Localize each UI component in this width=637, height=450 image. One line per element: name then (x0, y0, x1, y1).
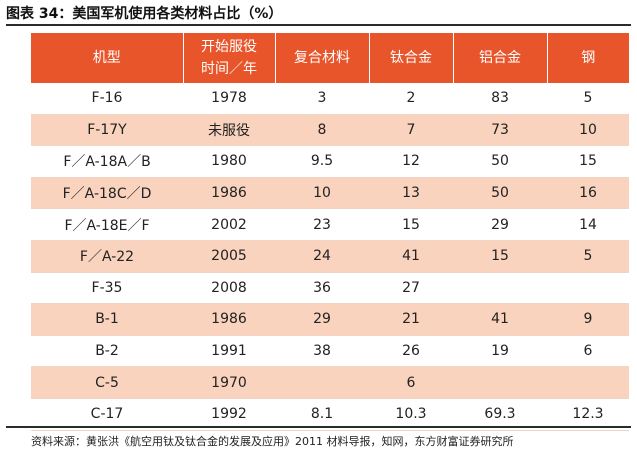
table-cell (453, 272, 547, 305)
table-cell: 1986 (183, 303, 275, 336)
table-row: F-16 1978 3 2 83 5 (31, 83, 629, 115)
table-cell: F-17Y (31, 114, 183, 147)
table-cell: 1992 (183, 398, 275, 431)
table-cell: B-1 (31, 303, 183, 336)
bottom-rule (6, 426, 631, 428)
figure-title: 图表 34：美国军机使用各类材料占比（%） (6, 6, 283, 22)
table-cell: F／A-18E／F (31, 208, 183, 241)
table-row: B-2 1991 38 26 19 6 (31, 335, 629, 368)
table-cell: 16 (547, 177, 629, 210)
table-cell: 8 (275, 114, 369, 147)
table-cell (547, 272, 629, 305)
table-cell: 15 (369, 208, 453, 241)
table-cell (275, 366, 369, 399)
table-cell: 50 (453, 177, 547, 210)
table-cell: 1980 (183, 145, 275, 178)
table-cell (547, 366, 629, 399)
table-cell: 41 (453, 303, 547, 336)
table-cell: 1970 (183, 366, 275, 399)
table-cell: 36 (275, 272, 369, 305)
table-cell: 2005 (183, 240, 275, 273)
table-cell: B-2 (31, 335, 183, 368)
table-cell: 1986 (183, 177, 275, 210)
table-cell: 14 (547, 208, 629, 241)
table-row: F-17Y 未服役 8 7 73 10 (31, 114, 629, 147)
column-header: 钛合金 (369, 33, 454, 83)
source-note: 资料来源：黄张洪《航空用钛及钛合金的发展及应用》2011 材料导报，知网，东方财… (31, 435, 514, 448)
table-body: F-16 1978 3 2 83 5 F-17Y 未服役 8 7 73 10 F／A-18A／B 1980… (31, 83, 629, 431)
table-cell: 21 (369, 303, 453, 336)
table-cell: 15 (453, 240, 547, 273)
table-row: F／A-18C／D 1986 10 13 50 16 (31, 177, 629, 210)
table-cell: 6 (369, 366, 453, 399)
materials-table: 机型 开始服役 时间／年 复合材料 钛合金 铝合金钢 F-16 1978 3 2 83 5 F-17Y… (31, 33, 629, 431)
table-cell: 7 (369, 114, 453, 147)
table-cell: 15 (547, 145, 629, 178)
table-row: C-5 1970 6 (31, 366, 629, 399)
table-cell: 73 (453, 114, 547, 147)
table-cell: 5 (547, 83, 629, 115)
table-cell: C-5 (31, 366, 183, 399)
table-cell: 5 (547, 240, 629, 273)
table-row: F／A-18E／F 2002 23 15 29 14 (31, 208, 629, 241)
table-cell: 38 (275, 335, 369, 368)
table-cell: F-16 (31, 83, 183, 115)
table-row: F／A-22 2005 24 41 15 5 (31, 240, 629, 273)
table-cell: 27 (369, 272, 453, 305)
column-header: 钢 (547, 33, 629, 83)
column-header: 复合材料 (275, 33, 370, 83)
table-cell: 10 (275, 177, 369, 210)
table-cell: 9 (547, 303, 629, 336)
table-cell: 3 (275, 83, 369, 115)
table-cell: 1978 (183, 83, 275, 115)
table-cell: 6 (547, 335, 629, 368)
table-cell: 12.3 (547, 398, 629, 431)
column-header: 铝合金 (453, 33, 548, 83)
table-row: F／A-18A／B 1980 9.5 12 50 15 (31, 145, 629, 178)
table-cell: 1991 (183, 335, 275, 368)
table-cell: F-35 (31, 272, 183, 305)
table-cell: 23 (275, 208, 369, 241)
top-rule (6, 24, 631, 26)
table-cell: 29 (275, 303, 369, 336)
table-cell: F／A-18C／D (31, 177, 183, 210)
table-cell: 10 (547, 114, 629, 147)
table-cell: F／A-22 (31, 240, 183, 273)
table-cell: 2008 (183, 272, 275, 305)
table-cell: F／A-18A／B (31, 145, 183, 178)
table-cell: 83 (453, 83, 547, 115)
table-cell: 2 (369, 83, 453, 115)
table-cell: C-17 (31, 398, 183, 431)
table-cell: 12 (369, 145, 453, 178)
table-cell: 13 (369, 177, 453, 210)
table-header: 机型 开始服役 时间／年 复合材料 钛合金 铝合金钢 (31, 33, 629, 83)
table-cell: 9.5 (275, 145, 369, 178)
table-cell: 26 (369, 335, 453, 368)
table-cell: 8.1 (275, 398, 369, 431)
table-row: C-17 1992 8.1 10.3 69.3 12.3 (31, 398, 629, 431)
table-cell: 24 (275, 240, 369, 273)
table-cell: 29 (453, 208, 547, 241)
table-cell (453, 366, 547, 399)
table-cell: 69.3 (453, 398, 547, 431)
table-cell: 41 (369, 240, 453, 273)
table-row: B-1 1986 29 21 41 9 (31, 303, 629, 336)
table-row: F-35 2008 36 27 (31, 272, 629, 305)
table-cell: 未服役 (183, 114, 275, 147)
column-header: 开始服役 时间／年 (183, 33, 276, 83)
table-cell: 10.3 (369, 398, 453, 431)
header-row: 机型 开始服役 时间／年 复合材料 钛合金 铝合金钢 (31, 33, 629, 83)
table-cell: 50 (453, 145, 547, 178)
table-cell: 19 (453, 335, 547, 368)
column-header: 机型 (31, 33, 184, 83)
table-cell: 2002 (183, 208, 275, 241)
